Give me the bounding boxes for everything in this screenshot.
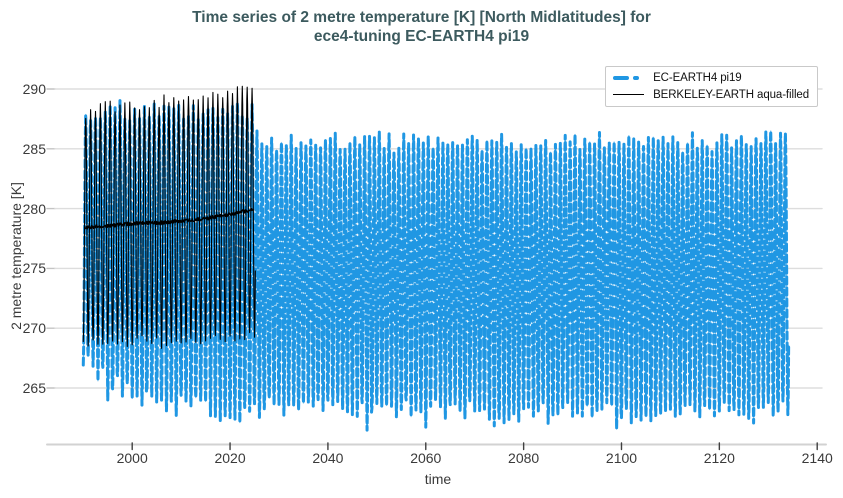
x-tick-label: 2060 — [410, 450, 442, 466]
x-tick-label: 2000 — [116, 450, 148, 466]
y-tick-label: 280 — [22, 200, 46, 217]
y-axis-label: 2 metre temperature [K] — [8, 182, 24, 330]
legend-item-ec-earth4: EC-EARTH4 pi19 — [613, 70, 809, 85]
chart-title-line1: Time series of 2 metre temperature [K] [… — [192, 9, 651, 26]
x-tick-label: 2020 — [214, 450, 246, 466]
y-tick-label: 265 — [22, 380, 46, 396]
legend-item-berkeley-earth: BERKELEY-EARTH aqua-filled — [613, 87, 809, 102]
x-tick-label: 2140 — [801, 450, 833, 466]
y-tick-label: 290 — [22, 81, 46, 97]
y-tick-label: 270 — [22, 320, 46, 337]
legend-label-berkeley-earth: BERKELEY-EARTH aqua-filled — [653, 88, 809, 101]
y-tick-label: 285 — [22, 140, 46, 157]
legend-dash-long — [613, 75, 630, 80]
x-tick-label: 2080 — [508, 450, 540, 466]
legend-solid-line — [613, 94, 645, 95]
legend-dashed-line-icon — [613, 75, 646, 80]
x-tick-label: 2100 — [605, 450, 638, 466]
chart-title-line2: ece4-tuning EC-EARTH4 pi19 — [313, 28, 530, 45]
x-tick-label: 2120 — [703, 450, 735, 466]
legend: EC-EARTH4 pi19 BERKELEY-EARTH aqua-fille… — [605, 66, 818, 107]
legend-solid-line-icon — [613, 94, 646, 95]
legend-dash-short — [633, 75, 640, 80]
legend-label-ec-earth4: EC-EARTH4 pi19 — [653, 71, 742, 84]
x-axis-label: time — [424, 471, 452, 487]
x-tick-label: 2040 — [312, 450, 344, 466]
chart-title: Time series of 2 metre temperature [K] [… — [0, 8, 843, 46]
y-tick-label: 275 — [22, 260, 46, 277]
